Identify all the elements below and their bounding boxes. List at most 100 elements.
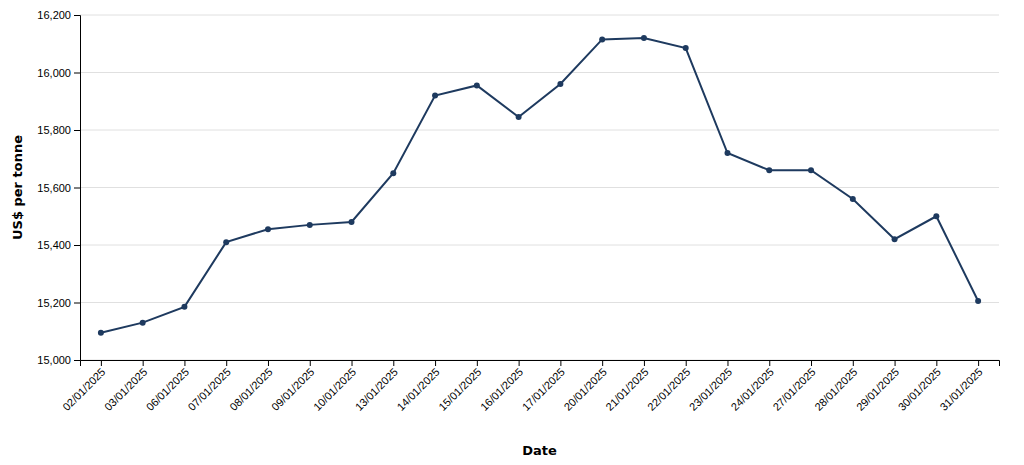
x-tick: 28/01/2025: [812, 360, 859, 413]
y-axis-line: [74, 16, 81, 361]
x-tick-label: 09/01/2025: [269, 366, 316, 413]
chart: 15,000 15,200 15,400 15,600 15,800 16,000 16,2…: [0, 0, 1024, 465]
x-tick-label: 28/01/2025: [812, 366, 859, 413]
x-tick: 24/01/2025: [729, 360, 776, 413]
point: [390, 170, 396, 176]
plot: 15,000 15,200 15,400 15,600 15,800 16,000 16,2…: [37, 9, 999, 413]
point: [975, 298, 981, 304]
x-tick: 17/01/2025: [520, 360, 567, 413]
x-tick: 10/01/2025: [311, 360, 358, 413]
x-tick-mark: [727, 360, 728, 366]
x-tick-mark: [101, 360, 102, 366]
x-tick-mark: [268, 360, 269, 366]
x-tick-label: 14/01/2025: [394, 366, 441, 413]
x-tick-label: 08/01/2025: [227, 366, 274, 413]
x-tick-mark: [978, 360, 979, 366]
x-tick: 16/01/2025: [478, 360, 525, 413]
y-tick-label: 15,600: [37, 182, 71, 194]
grid-line: [80, 187, 999, 188]
x-tick-mark: [936, 360, 937, 366]
x-tick-label: 17/01/2025: [520, 366, 567, 413]
x-tick-label: 13/01/2025: [353, 366, 400, 413]
point: [181, 304, 187, 310]
y-tick: 15,000: [37, 354, 80, 366]
x-tick: 20/01/2025: [561, 360, 608, 413]
x-tick-mark: [393, 360, 394, 366]
y-tick-mark: [74, 73, 80, 74]
y-tick-label: 16,000: [37, 67, 71, 79]
x-tick: 14/01/2025: [394, 360, 441, 413]
x-tick-label: 15/01/2025: [436, 366, 483, 413]
x-tick-mark: [895, 360, 896, 366]
x-tick: 27/01/2025: [770, 360, 817, 413]
point: [349, 219, 355, 225]
point: [892, 236, 898, 242]
point: [599, 36, 605, 42]
point: [98, 330, 104, 336]
grid-line: [80, 302, 999, 303]
x-tick-label: 16/01/2025: [478, 366, 525, 413]
point: [432, 93, 438, 99]
point: [474, 82, 480, 88]
point: [766, 167, 772, 173]
x-tick-label: 21/01/2025: [603, 366, 650, 413]
point: [683, 45, 689, 51]
x-tick-label: 06/01/2025: [144, 366, 191, 413]
x-tick-label: 10/01/2025: [311, 366, 358, 413]
y-tick-label: 15,800: [37, 124, 71, 136]
x-tick-label: 31/01/2025: [937, 366, 984, 413]
grid: [80, 15, 999, 360]
x-tick: 08/01/2025: [227, 360, 274, 413]
y-tick: 15,200: [37, 297, 80, 309]
x-tick: 02/01/2025: [60, 360, 107, 413]
line: [101, 38, 978, 333]
x-tick-mark: [352, 360, 353, 366]
x-tick-mark: [644, 360, 645, 366]
x-tick-mark: [811, 360, 812, 366]
x-tick: 22/01/2025: [645, 360, 692, 413]
x-tick-mark: [769, 360, 770, 366]
x-tick-mark: [143, 360, 144, 366]
point: [307, 222, 313, 228]
y-tick-mark: [74, 360, 80, 361]
x-axis-line: [81, 361, 1000, 367]
x-tick-mark: [435, 360, 436, 366]
x-tick: 21/01/2025: [603, 360, 650, 413]
x-tick-mark: [560, 360, 561, 366]
y-tick: 16,000: [37, 67, 80, 79]
x-tick: 07/01/2025: [186, 360, 233, 413]
y-tick: 16,200: [37, 9, 80, 21]
point: [808, 167, 814, 173]
point: [140, 320, 146, 326]
point: [724, 150, 730, 156]
grid-line: [80, 15, 999, 16]
point: [265, 226, 271, 232]
y-tick-mark: [74, 15, 80, 16]
y-axis-title: US$ per tonne: [10, 135, 25, 240]
y-tick-label: 15,400: [37, 239, 71, 251]
x-axis-title: Date: [522, 443, 557, 458]
x-tick: 23/01/2025: [687, 360, 734, 413]
x-tick-mark: [853, 360, 854, 366]
x-tick-mark: [602, 360, 603, 366]
point: [516, 114, 522, 120]
point: [223, 239, 229, 245]
x-tick-label: 03/01/2025: [102, 366, 149, 413]
y-axis: 15,000 15,200 15,400 15,600 15,800 16,000 16,2…: [37, 9, 80, 366]
x-tick-label: 30/01/2025: [896, 366, 943, 413]
y-tick: 15,400: [37, 239, 80, 251]
x-tick-mark: [686, 360, 687, 366]
x-tick: 15/01/2025: [436, 360, 483, 413]
grid-line: [80, 245, 999, 246]
x-tick-label: 24/01/2025: [729, 366, 776, 413]
x-tick: 13/01/2025: [353, 360, 400, 413]
x-tick-label: 22/01/2025: [645, 366, 692, 413]
x-tick-mark: [310, 360, 311, 366]
y-tick: 15,600: [37, 182, 80, 194]
x-tick: 31/01/2025: [937, 360, 984, 413]
x-tick: 09/01/2025: [269, 360, 316, 413]
x-tick: 30/01/2025: [896, 360, 943, 413]
x-tick-label: 20/01/2025: [561, 366, 608, 413]
marks: [98, 35, 981, 336]
grid-line: [80, 130, 999, 131]
